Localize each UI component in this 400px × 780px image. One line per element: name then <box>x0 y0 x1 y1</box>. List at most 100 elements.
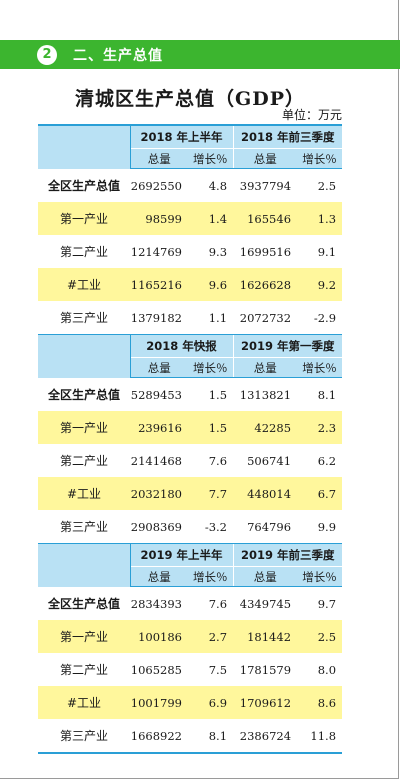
row-label: #工业 <box>38 686 130 719</box>
period-header: 2018 年上半年 <box>130 125 234 149</box>
growth-value: 1.3 <box>297 202 343 235</box>
growth-value: 6.7 <box>297 477 343 510</box>
column-header-growth: 增长％ <box>297 357 343 378</box>
header-stub-cell <box>38 334 131 378</box>
table-row: 第一产业 239616 1.5 42285 2.3 <box>38 411 343 444</box>
column-header-growth: 增长％ <box>297 566 343 587</box>
growth-value: 7.7 <box>188 477 234 510</box>
column-header-total: 总量 <box>130 566 188 587</box>
growth-value: 6.9 <box>188 686 234 719</box>
total-value: 1214769 <box>130 244 182 259</box>
total-value: 2834393 <box>130 596 182 611</box>
total-value: 1626628 <box>233 268 298 301</box>
header-row-columns: 总量 增长％ 总量 增长％ <box>38 357 343 378</box>
header-row-periods: 2018 年上半年 2018 年前三季度 <box>38 125 343 169</box>
total-value: 1709612 <box>233 686 298 719</box>
row-label: #工业 <box>38 477 130 510</box>
growth-value: 9.1 <box>317 244 337 259</box>
table-row: #工业 1001799 6.9 1709612 8.6 <box>38 686 343 719</box>
total-value: 1781579 <box>239 662 292 677</box>
row-label: 第一产业 <box>38 202 130 235</box>
column-header-growth: 增长％ <box>297 148 343 169</box>
period-header: 2018 年快报 <box>130 334 234 358</box>
row-label: 全区生产总值 <box>47 178 120 193</box>
row-label: 第二产业 <box>59 245 108 259</box>
total-value: 181442 <box>233 620 298 653</box>
total-value: 100186 <box>130 620 188 653</box>
row-label: 第三产业 <box>59 729 108 743</box>
growth-value: 2.7 <box>188 620 234 653</box>
total-value: 2386724 <box>239 728 292 743</box>
total-value: 5289453 <box>130 387 182 402</box>
growth-value: -3.2 <box>204 519 228 534</box>
row-label: 第一产业 <box>38 411 130 444</box>
column-header-total: 总量 <box>232 357 298 378</box>
header-row-columns: 总量 增长％ 总量 增长％ <box>38 148 343 169</box>
section-title: 二、生产总值 <box>73 47 163 64</box>
growth-value: 9.9 <box>317 519 337 534</box>
column-header-growth: 增长％ <box>188 148 234 169</box>
growth-value: 1.5 <box>188 411 234 444</box>
table-row: 第三产业 1379182 1.1 2072732 -2.9 <box>38 301 342 335</box>
unit-label: 单位：万元 <box>281 108 342 122</box>
table-row: 第二产业 2141468 7.6 506741 6.2 <box>38 444 342 477</box>
growth-value: 11.8 <box>310 728 337 743</box>
table-row: 第三产业 2908369 -3.2 764796 9.9 <box>38 510 342 544</box>
total-value: 98599 <box>130 202 188 235</box>
total-value: 448014 <box>233 477 298 510</box>
row-label: 第二产业 <box>59 454 108 468</box>
row-label: 第三产业 <box>59 311 108 325</box>
growth-value: 7.5 <box>208 662 228 677</box>
column-header-total: 总量 <box>232 566 298 587</box>
total-value: 239616 <box>130 411 188 444</box>
table-row: 第三产业 1668922 8.1 2386724 11.8 <box>38 719 342 753</box>
total-value: 2692550 <box>130 178 182 193</box>
growth-value: 4.8 <box>208 178 228 193</box>
total-value: 4349745 <box>239 596 292 611</box>
table-row: 全区生产总值 5289453 1.5 1313821 8.1 <box>38 378 342 412</box>
total-value: 1379182 <box>130 310 182 325</box>
period-header: 2019 年第一季度 <box>232 334 343 358</box>
header-stub-cell <box>38 125 131 169</box>
table-row: 全区生产总值 2692550 4.8 3937794 2.5 <box>38 169 342 203</box>
section-number-badge: 2 <box>37 44 57 65</box>
period-header: 2018 年前三季度 <box>232 125 343 149</box>
growth-value: 2.3 <box>297 411 343 444</box>
growth-value: -2.9 <box>313 310 337 325</box>
growth-value: 8.0 <box>317 662 337 677</box>
table-row: 第二产业 1065285 7.5 1781579 8.0 <box>38 653 342 686</box>
total-value: 1668922 <box>130 728 182 743</box>
total-value: 165546 <box>233 202 298 235</box>
growth-value: 9.7 <box>317 596 337 611</box>
growth-value: 1.1 <box>208 310 228 325</box>
table-row: 全区生产总值 2834393 7.6 4349745 9.7 <box>38 587 342 621</box>
total-value: 764796 <box>247 519 292 534</box>
growth-value: 7.6 <box>208 596 228 611</box>
column-header-growth: 增长％ <box>188 566 234 587</box>
growth-value: 1.5 <box>208 387 228 402</box>
total-value: 1313821 <box>239 387 292 402</box>
growth-value: 2.5 <box>297 620 343 653</box>
column-header-growth: 增长％ <box>188 357 234 378</box>
growth-value: 9.2 <box>297 268 343 301</box>
gdp-table: 2018 年上半年 2018 年前三季度 总量 增长％ 总量 增长％ 全区生产总值 26925… <box>38 124 343 754</box>
table-title: 清城区生产总值（GDP） <box>75 88 305 110</box>
growth-value: 9.3 <box>208 244 228 259</box>
growth-value: 1.4 <box>188 202 234 235</box>
header-stub-cell <box>38 543 131 587</box>
period-header: 2019 年上半年 <box>130 543 234 567</box>
row-label: 第二产业 <box>59 663 108 677</box>
period-header: 2019 年前三季度 <box>232 543 343 567</box>
total-value: 1165216 <box>130 268 188 301</box>
total-value: 2032180 <box>130 477 188 510</box>
growth-value: 8.1 <box>208 728 228 743</box>
header-row-periods: 2018 年快报 2019 年第一季度 <box>38 334 343 378</box>
total-value: 2908369 <box>130 519 182 534</box>
total-value: 506741 <box>247 453 292 468</box>
section-header-bar: 2 二、生产总值 <box>0 40 400 69</box>
growth-value: 7.6 <box>208 453 228 468</box>
column-header-total: 总量 <box>130 148 188 169</box>
total-value: 42285 <box>233 411 298 444</box>
total-value: 3937794 <box>239 178 292 193</box>
total-value: 2141468 <box>130 453 182 468</box>
